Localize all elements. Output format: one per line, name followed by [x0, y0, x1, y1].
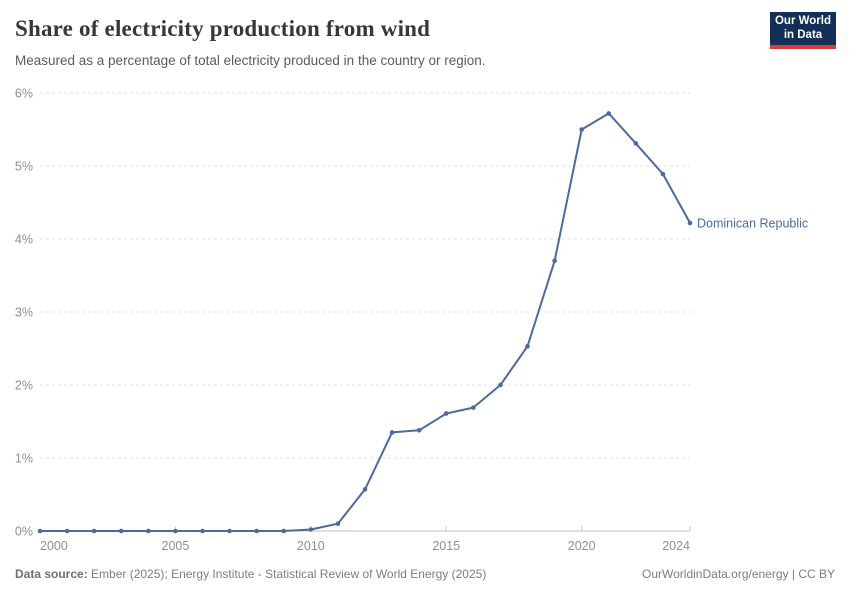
data-point[interactable] — [471, 405, 476, 410]
owid-logo-line2: in Data — [783, 28, 823, 41]
data-point[interactable] — [416, 427, 422, 433]
x-tick-label: 2015 — [432, 539, 460, 553]
data-point[interactable] — [146, 528, 151, 534]
data-point[interactable] — [200, 528, 205, 534]
x-tick-label: 2024 — [662, 539, 690, 553]
data-point[interactable] — [606, 111, 612, 116]
owid-logo-line1: Our World — [774, 15, 831, 27]
data-point[interactable] — [552, 258, 557, 264]
page-subtitle: Measured as a percentage of total electr… — [15, 53, 486, 68]
x-tick-label: 2005 — [162, 539, 190, 553]
y-tick-label: 3% — [15, 306, 33, 320]
y-tick-label: 0% — [15, 525, 33, 539]
data-point[interactable] — [281, 528, 287, 534]
data-point[interactable] — [227, 528, 232, 534]
data-point[interactable] — [254, 528, 259, 534]
data-point[interactable] — [118, 528, 124, 534]
chart-footer: Data source: Ember (2025); Energy Instit… — [15, 567, 835, 581]
data-source-note: Data source: Ember (2025); Energy Instit… — [15, 567, 486, 581]
data-point[interactable] — [660, 171, 666, 177]
data-point[interactable] — [389, 430, 395, 435]
y-tick-label: 5% — [15, 160, 33, 174]
data-point[interactable] — [633, 141, 639, 146]
y-tick-label: 1% — [15, 452, 33, 466]
data-point[interactable] — [687, 220, 693, 226]
credit-link[interactable]: OurWorldinData.org/energy | CC BY — [642, 567, 835, 581]
x-tick-label: 2000 — [40, 539, 68, 553]
data-point[interactable] — [91, 528, 97, 534]
page-title: Share of electricity production from win… — [15, 16, 431, 41]
data-point[interactable] — [173, 528, 178, 534]
data-point[interactable] — [362, 487, 368, 492]
data-point[interactable] — [37, 528, 43, 534]
data-source-text: Ember (2025); Energy Institute - Statist… — [87, 567, 487, 581]
series-line[interactable] — [39, 112, 691, 532]
series-label[interactable]: Dominican Republic — [697, 216, 808, 230]
data-point[interactable] — [579, 127, 584, 132]
y-tick-label: 6% — [15, 87, 33, 101]
data-point[interactable] — [498, 382, 503, 388]
owid-logo[interactable]: Our World in Data — [770, 12, 836, 49]
data-point[interactable] — [335, 521, 341, 526]
data-point[interactable] — [64, 528, 70, 534]
data-point[interactable] — [525, 344, 530, 349]
x-tick-label: 2010 — [297, 539, 325, 553]
y-tick-label: 4% — [15, 233, 33, 247]
data-point[interactable] — [443, 411, 449, 416]
data-point[interactable] — [308, 527, 314, 532]
y-tick-label: 2% — [15, 379, 33, 393]
x-tick-label: 2020 — [568, 539, 596, 553]
data-source-label: Data source: — [15, 567, 88, 581]
